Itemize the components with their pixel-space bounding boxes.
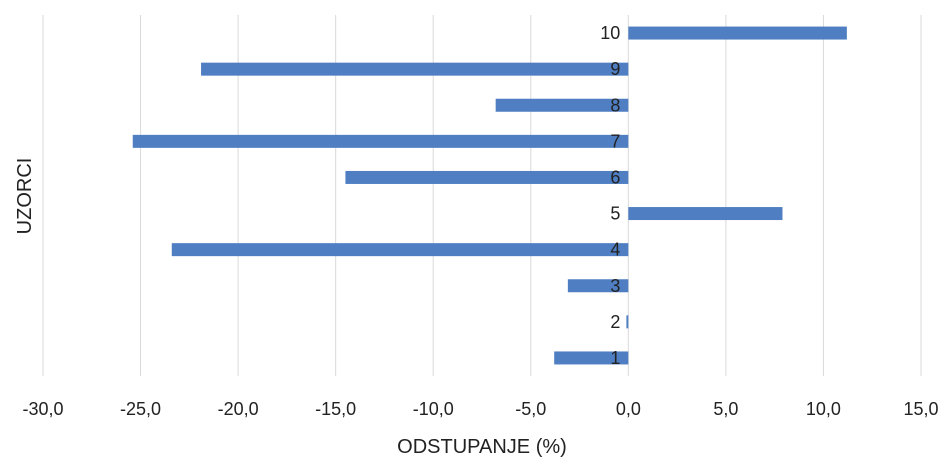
category-label-5: 5 bbox=[610, 204, 620, 224]
category-label-8: 8 bbox=[610, 95, 620, 115]
category-labels: 1 2 3 4 5 6 7 8 9 10 bbox=[600, 23, 620, 368]
bar-8 bbox=[495, 98, 629, 112]
x-tick-label: 15,0 bbox=[903, 399, 938, 419]
category-label-7: 7 bbox=[610, 131, 620, 151]
x-tick-label: -20,0 bbox=[218, 399, 259, 419]
bar-7 bbox=[132, 134, 629, 148]
category-label-3: 3 bbox=[610, 276, 620, 296]
x-tick-label: 5,0 bbox=[713, 399, 738, 419]
x-tick-label: -25,0 bbox=[120, 399, 161, 419]
x-axis-title: ODSTUPANJE (%) bbox=[397, 436, 567, 458]
x-tick-label: 0,0 bbox=[616, 399, 641, 419]
x-tick-labels: -30,0 -25,0 -20,0 -15,0 -10,0 -5,0 0,0 5,0 10,0 1… bbox=[22, 399, 938, 419]
category-label-2: 2 bbox=[610, 312, 620, 332]
x-tick-label: -10,0 bbox=[413, 399, 454, 419]
bar-4 bbox=[171, 243, 629, 257]
bar-5 bbox=[628, 207, 783, 221]
x-tick-label: -5,0 bbox=[515, 399, 546, 419]
bars bbox=[132, 26, 847, 365]
x-tick-label: -30,0 bbox=[22, 399, 63, 419]
bar-2 bbox=[626, 315, 629, 329]
bar-9 bbox=[201, 62, 629, 76]
x-tick-label: 10,0 bbox=[806, 399, 841, 419]
bar-6 bbox=[345, 170, 629, 184]
category-label-10: 10 bbox=[600, 23, 620, 43]
bar-1 bbox=[554, 351, 629, 365]
y-axis-title: UZORCI bbox=[14, 158, 36, 235]
bar-10 bbox=[628, 26, 847, 40]
category-label-6: 6 bbox=[610, 167, 620, 187]
category-label-1: 1 bbox=[610, 348, 620, 368]
x-tick-label: -15,0 bbox=[315, 399, 356, 419]
category-label-9: 9 bbox=[610, 59, 620, 79]
bar-3 bbox=[567, 279, 629, 293]
category-label-4: 4 bbox=[610, 240, 620, 260]
